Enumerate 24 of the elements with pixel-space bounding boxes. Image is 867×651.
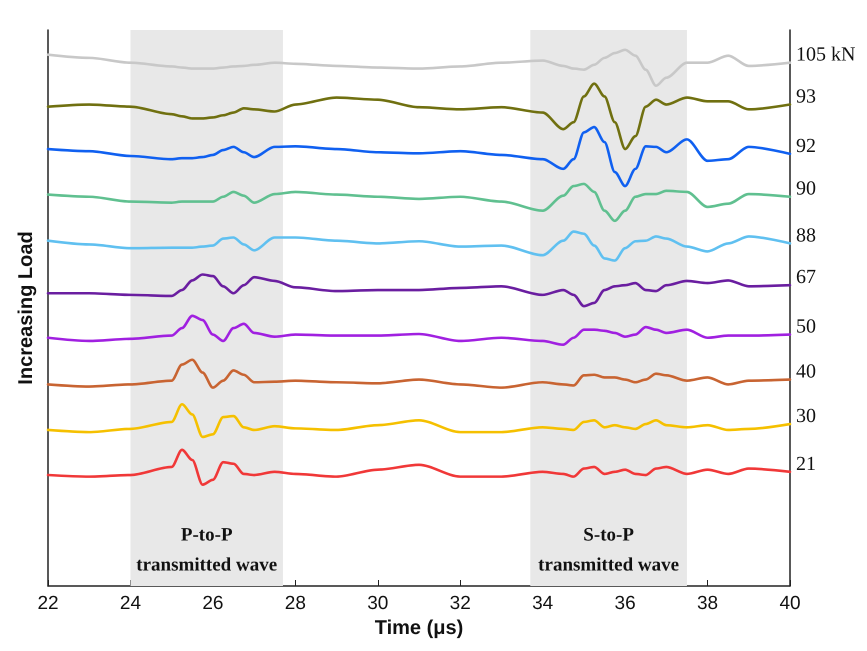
x-tick-label: 34: [532, 593, 554, 614]
x-tick-label: 36: [614, 593, 636, 614]
x-tick-label: 24: [120, 593, 142, 614]
series-label: 30: [796, 405, 816, 428]
y-axis-title: Increasing Load: [15, 231, 37, 385]
x-axis-title: Time (μs): [374, 617, 464, 639]
series-label: 88: [796, 224, 816, 246]
series-label: 92: [796, 134, 816, 157]
x-tick-label: 28: [284, 593, 306, 614]
series-label: 90: [796, 178, 816, 200]
series-label: 50: [796, 316, 816, 338]
x-tick-label: 22: [37, 593, 59, 614]
series-label: 93: [796, 86, 816, 108]
series-label: 40: [796, 360, 816, 383]
band-label: P-to-P transmitted wave: [136, 524, 278, 576]
x-tick-label: 40: [779, 593, 801, 614]
series-label: 67: [796, 266, 816, 288]
x-tick-label: 38: [696, 593, 718, 614]
x-tick-label: 26: [202, 593, 224, 614]
x-tick-label: 32: [450, 593, 471, 614]
series-label: 105 kN: [796, 44, 856, 66]
x-tick-label: 30: [367, 593, 388, 614]
series-label: 21: [796, 452, 816, 475]
band-label: S-to-P transmitted wave: [538, 524, 680, 576]
